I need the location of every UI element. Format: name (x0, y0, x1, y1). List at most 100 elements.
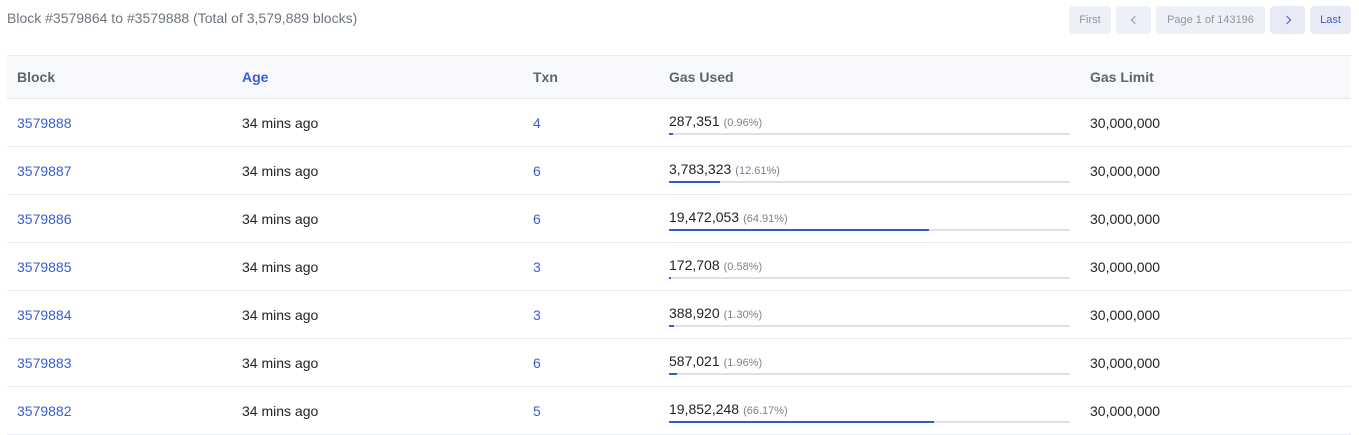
next-page-button[interactable] (1270, 6, 1305, 34)
first-page-button[interactable]: First (1069, 6, 1111, 34)
table-row: 3579887 34 mins ago 6 3,783,323 (12.61%) … (7, 147, 1351, 195)
gas-used-bar-fill (669, 276, 672, 279)
table-row: 3579882 34 mins ago 5 19,852,248 (66.17%)… (7, 387, 1351, 435)
txn-count-link[interactable]: 6 (533, 210, 541, 227)
gas-used-meter: 587,021 (1.96%) (669, 348, 1070, 378)
gas-used-amount: 388,920 (669, 304, 720, 321)
gas-used-cell: 287,351 (0.96%) (659, 99, 1080, 147)
age-cell: 34 mins ago (242, 162, 319, 179)
chevron-left-icon (1130, 15, 1139, 25)
gas-used-meter: 172,708 (0.58%) (669, 252, 1070, 282)
block-number-link[interactable]: 3579887 (17, 162, 72, 179)
gas-used-bar-track (669, 420, 1070, 423)
pagination: First Page 1 of 143196 Last (1069, 6, 1351, 34)
block-cell: 3579886 (7, 195, 232, 243)
blocks-table: Block Age Txn Gas Used Gas Limit 3579888… (7, 55, 1351, 435)
gas-limit-cell: 30,000,000 (1090, 402, 1161, 419)
block-cell: 3579887 (7, 147, 232, 195)
gas-used-cell: 172,708 (0.58%) (659, 243, 1080, 291)
column-header-age[interactable]: Age (232, 55, 523, 99)
table-row: 3579884 34 mins ago 3 388,920 (1.30%) 30,… (7, 291, 1351, 339)
txn-count-link[interactable]: 6 (533, 162, 541, 179)
gas-used-meter: 3,783,323 (12.61%) (669, 156, 1070, 186)
gas-limit-cell: 30,000,000 (1090, 210, 1161, 227)
gas-used-meter: 19,472,053 (64.91%) (669, 204, 1070, 234)
block-cell: 3579885 (7, 243, 232, 291)
txn-cell: 3 (523, 243, 659, 291)
gas-limit-cell: 30,000,000 (1090, 162, 1161, 179)
gas-used-value: 587,021 (1.96%) (669, 353, 762, 369)
block-cell: 3579883 (7, 339, 232, 387)
gas-limit-cell: 30,000,000 (1090, 258, 1161, 275)
table-body: 3579888 34 mins ago 4 287,351 (0.96%) 30,… (7, 99, 1351, 435)
txn-cell: 5 (523, 387, 659, 435)
table-row: 3579883 34 mins ago 6 587,021 (1.96%) 30,… (7, 339, 1351, 387)
txn-cell: 6 (523, 195, 659, 243)
block-number-link[interactable]: 3579885 (17, 258, 72, 275)
gas-used-cell: 19,852,248 (66.17%) (659, 387, 1080, 435)
gas-used-bar-fill (669, 324, 675, 327)
gas-used-bar-track (669, 324, 1070, 327)
gas-used-value: 19,852,248 (66.17%) (669, 401, 788, 417)
gas-used-value: 388,920 (1.30%) (669, 305, 762, 321)
gas-used-percent: (64.91%) (743, 212, 788, 225)
txn-cell: 6 (523, 339, 659, 387)
txn-count-link[interactable]: 6 (533, 354, 541, 371)
gas-used-percent: (0.96%) (723, 116, 763, 129)
gas-used-bar-track (669, 276, 1070, 279)
gas-limit-cell: 30,000,000 (1090, 354, 1161, 371)
page-indicator: Page 1 of 143196 (1156, 6, 1265, 34)
gas-used-amount: 287,351 (669, 112, 720, 129)
block-range-summary: Block #3579864 to #3579888 (Total of 3,5… (7, 10, 358, 26)
gas-used-bar-track (669, 132, 1070, 135)
txn-count-link[interactable]: 3 (533, 258, 541, 275)
gas-used-bar-fill (669, 228, 930, 231)
gas-used-value: 287,351 (0.96%) (669, 113, 762, 129)
column-header-txn: Txn (523, 55, 659, 99)
block-cell: 3579882 (7, 387, 232, 435)
previous-page-button[interactable] (1116, 6, 1151, 34)
column-header-gas-used: Gas Used (659, 55, 1080, 99)
block-number-link[interactable]: 3579886 (17, 210, 72, 227)
age-cell: 34 mins ago (242, 354, 319, 371)
table-header-row: Block Age Txn Gas Used Gas Limit (7, 55, 1351, 99)
txn-count-link[interactable]: 3 (533, 306, 541, 323)
gas-used-percent: (1.96%) (723, 356, 763, 369)
txn-count-link[interactable]: 4 (533, 114, 541, 131)
gas-used-amount: 172,708 (669, 256, 720, 273)
table-toolbar: Block #3579864 to #3579888 (Total of 3,5… (0, 0, 1359, 40)
txn-cell: 4 (523, 99, 659, 147)
gas-used-bar-fill (669, 372, 677, 375)
gas-used-bar-fill (669, 420, 935, 423)
gas-used-bar-fill (669, 180, 720, 183)
block-number-link[interactable]: 3579883 (17, 354, 72, 371)
gas-used-cell: 3,783,323 (12.61%) (659, 147, 1080, 195)
block-number-link[interactable]: 3579884 (17, 306, 72, 323)
last-page-button[interactable]: Last (1310, 6, 1351, 34)
gas-used-percent: (66.17%) (743, 404, 788, 417)
gas-used-bar-track (669, 372, 1070, 375)
gas-limit-cell: 30,000,000 (1090, 306, 1161, 323)
gas-used-meter: 388,920 (1.30%) (669, 300, 1070, 330)
block-number-link[interactable]: 3579888 (17, 114, 72, 131)
gas-used-cell: 388,920 (1.30%) (659, 291, 1080, 339)
block-cell: 3579888 (7, 99, 232, 147)
gas-used-bar-track (669, 180, 1070, 183)
gas-used-amount: 19,852,248 (669, 400, 740, 417)
gas-used-value: 172,708 (0.58%) (669, 257, 762, 273)
chevron-right-icon (1282, 15, 1291, 25)
txn-count-link[interactable]: 5 (533, 402, 541, 419)
gas-used-percent: (0.58%) (723, 260, 763, 273)
age-cell: 34 mins ago (242, 114, 319, 131)
gas-used-percent: (12.61%) (735, 164, 780, 177)
age-cell: 34 mins ago (242, 258, 319, 275)
gas-used-meter: 19,852,248 (66.17%) (669, 396, 1070, 426)
gas-limit-cell: 30,000,000 (1090, 114, 1161, 131)
gas-used-amount: 3,783,323 (669, 160, 732, 177)
gas-used-amount: 19,472,053 (669, 208, 740, 225)
block-number-link[interactable]: 3579882 (17, 402, 72, 419)
gas-used-value: 19,472,053 (64.91%) (669, 209, 788, 225)
table-row: 3579888 34 mins ago 4 287,351 (0.96%) 30,… (7, 99, 1351, 147)
age-cell: 34 mins ago (242, 402, 319, 419)
gas-used-meter: 287,351 (0.96%) (669, 108, 1070, 138)
